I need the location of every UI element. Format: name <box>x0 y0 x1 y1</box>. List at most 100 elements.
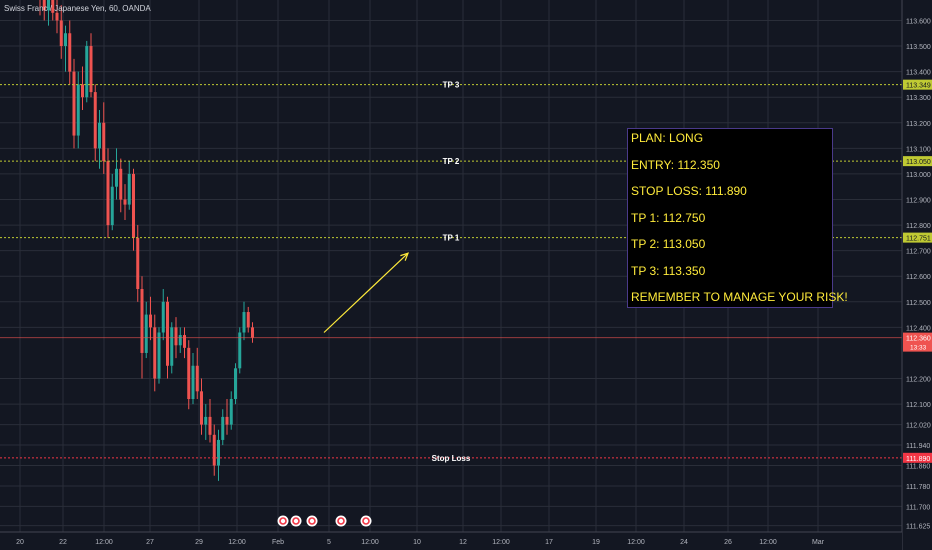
candle-body <box>123 199 127 205</box>
time-tick-label: 27 <box>146 539 154 546</box>
price-tick-label: 111.940 <box>906 443 930 450</box>
price-levels: TP 3 TP 2 TP 1 Stop Loss <box>0 81 902 463</box>
candle-body <box>157 332 161 379</box>
candle-body <box>195 365 199 392</box>
candle-body <box>47 0 50 11</box>
candle-body <box>81 84 84 98</box>
countdown-text: 13:33 <box>910 345 927 352</box>
time-axis-background <box>0 532 902 550</box>
level-price-text: 112.751 <box>906 236 931 243</box>
time-tick-label: 20 <box>16 539 24 546</box>
time-tick-label: 26 <box>724 539 732 546</box>
candle-body <box>183 335 186 348</box>
time-tick-label: 22 <box>59 539 67 546</box>
event-marker[interactable] <box>277 515 289 527</box>
time-tick-label: 12 <box>459 539 467 546</box>
candle-body <box>115 168 118 187</box>
arrow-shaft[interactable] <box>323 252 409 333</box>
event-marker[interactable] <box>290 515 302 527</box>
level-price-tag <box>903 79 932 90</box>
candlestick-series <box>39 0 254 481</box>
level-price-tag <box>903 156 932 167</box>
candle-body <box>170 327 174 366</box>
candle-body <box>208 416 212 435</box>
price-tick-label: 112.500 <box>906 300 931 307</box>
price-tick-label: 113.100 <box>906 146 931 153</box>
price-tick-label: 111.700 <box>906 504 930 511</box>
level-price-tag <box>903 452 932 463</box>
price-tick-label: 111.860 <box>906 464 930 471</box>
candle-body <box>234 368 237 399</box>
candle-body <box>140 289 144 353</box>
level-label: TP 3 <box>443 81 460 90</box>
time-tick-label: Feb <box>272 539 284 546</box>
level-price-text: 113.349 <box>906 83 931 90</box>
event-marker-ring <box>337 517 345 525</box>
plan-line: REMEMBER TO MANAGE YOUR RISK! <box>631 290 848 304</box>
candle-body <box>238 332 242 369</box>
price-tick-label: 113.200 <box>906 121 931 128</box>
candle-body <box>153 327 157 379</box>
trend-arrow[interactable] <box>323 252 410 333</box>
event-marker[interactable] <box>335 515 347 527</box>
candle-body <box>191 365 195 399</box>
candle-body <box>102 122 106 162</box>
event-marker[interactable] <box>306 515 318 527</box>
candle-body <box>144 314 148 353</box>
plan-line: PLAN: LONG <box>631 131 704 145</box>
event-markers[interactable] <box>277 515 372 527</box>
price-tick-label: 111.625 <box>906 524 930 531</box>
candle-body <box>149 314 152 328</box>
time-tick-label: 12:00 <box>228 539 246 546</box>
candle-body <box>106 161 110 226</box>
price-tick-label: 112.700 <box>906 249 931 256</box>
level-label: TP 1 <box>443 234 460 243</box>
last-price-tag <box>903 332 932 352</box>
price-tick-label: 113.400 <box>906 70 931 77</box>
level-price-text: 113.050 <box>906 159 931 166</box>
last-price-text: 112.360 <box>906 336 931 343</box>
time-tick-label: 29 <box>195 539 203 546</box>
event-marker-ring <box>308 517 316 525</box>
time-axis[interactable]: 20 22 12:00 27 29 12:00 Feb 5 12:00 10 12 12:00 17 19… <box>0 531 902 550</box>
candle-body <box>225 416 229 425</box>
candle-body <box>119 168 123 200</box>
level-price-tag <box>903 232 932 243</box>
candle-body <box>132 173 135 238</box>
candle-body <box>229 399 233 425</box>
price-tick-label: 112.900 <box>906 198 931 205</box>
event-marker-ring <box>279 517 287 525</box>
event-marker[interactable] <box>360 515 372 527</box>
candle-body <box>76 84 80 136</box>
time-tick-label: 5 <box>327 539 331 546</box>
time-tick-label: 12:00 <box>759 539 777 546</box>
candle-body <box>98 122 101 149</box>
candle-body <box>178 335 182 346</box>
time-tick-label: Mar <box>812 539 825 546</box>
candle-body <box>136 237 140 290</box>
price-tick-label: 113.300 <box>906 95 931 102</box>
candle-body <box>221 416 225 440</box>
price-tick-label: 112.600 <box>906 274 931 281</box>
candle-body <box>110 186 114 226</box>
time-tick-label: 12:00 <box>627 539 645 546</box>
chart-title: Swiss Franc / Japanese Yen, 60, OANDA <box>4 4 151 13</box>
level-label: Stop Loss <box>432 454 471 463</box>
candle-body <box>204 416 208 425</box>
candle-body <box>161 301 165 333</box>
price-axis[interactable]: 113.600 113.500 113.400 113.300 113.200 113.1… <box>901 0 932 550</box>
candle-body <box>68 33 72 72</box>
trade-plan-box[interactable]: PLAN: LONG ENTRY: 112.350 STOP LOSS: 111… <box>627 128 848 308</box>
time-tick-label: 12:00 <box>492 539 510 546</box>
time-tick-label: 17 <box>545 539 553 546</box>
candle-body <box>187 347 191 399</box>
candle-body <box>127 173 131 205</box>
candle-body <box>64 33 67 47</box>
candle-body <box>242 312 246 333</box>
arrow-head[interactable] <box>400 252 410 261</box>
price-tick-label: 112.020 <box>906 423 931 430</box>
candle-body <box>89 46 93 93</box>
candle-body <box>55 12 59 21</box>
price-tick-label: 111.780 <box>906 484 930 491</box>
